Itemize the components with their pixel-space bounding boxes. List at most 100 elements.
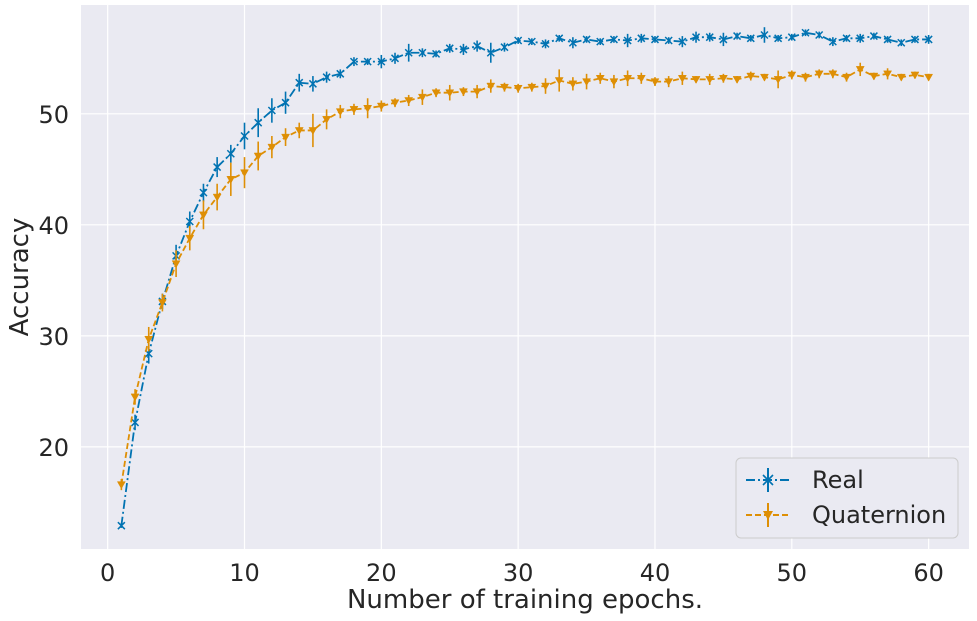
data-point-quaternion [116, 481, 126, 490]
data-point-real [842, 34, 851, 43]
x-tick-label: 50 [777, 559, 808, 587]
data-point-real [473, 42, 482, 51]
data-point-quaternion [335, 108, 345, 117]
x-axis-ticks: 0 10 20 30 40 50 60 [100, 559, 944, 587]
series-real [117, 27, 933, 530]
data-point-real [828, 37, 837, 46]
data-point-quaternion [828, 70, 838, 79]
data-point-real [692, 33, 701, 42]
data-point-quaternion [732, 76, 742, 84]
data-point-real [856, 34, 865, 43]
data-point-real [213, 163, 222, 172]
data-point-real [527, 37, 536, 46]
data-point-real [883, 35, 892, 44]
data-point-quaternion [924, 73, 934, 82]
legend-label-real: Real [812, 466, 864, 494]
data-point-real [185, 217, 194, 226]
data-point-quaternion [458, 88, 468, 97]
x-tick-label: 10 [229, 559, 260, 587]
data-point-quaternion [417, 93, 427, 102]
data-point-real [733, 32, 742, 41]
data-point-quaternion [212, 193, 222, 202]
data-point-quaternion [773, 76, 783, 84]
data-point-quaternion [199, 211, 208, 220]
data-point-real [650, 35, 660, 44]
data-point-real [541, 39, 550, 48]
data-point-real [678, 37, 687, 46]
legend-entry-quaternion: Quaternion [746, 501, 946, 529]
data-point-real [637, 34, 646, 43]
data-point-real [117, 521, 126, 530]
data-point-quaternion [513, 85, 523, 93]
data-point-real [664, 36, 673, 45]
data-point-quaternion [472, 88, 482, 97]
data-point-real [582, 35, 591, 44]
legend: Real Quaternion [735, 457, 959, 539]
data-point-quaternion [910, 71, 920, 80]
series-layer [116, 27, 934, 530]
data-point-real [254, 118, 263, 127]
data-point-quaternion [253, 152, 263, 161]
data-point-quaternion [705, 76, 715, 84]
data-point-quaternion [595, 75, 605, 83]
data-point-real [705, 33, 714, 42]
data-point-quaternion [814, 70, 824, 79]
data-point-quaternion [171, 260, 181, 269]
data-point-real [336, 69, 345, 78]
legend-label-quaternion: Quaternion [812, 501, 946, 529]
grid-lines [81, 5, 969, 549]
y-tick-label: 50 [38, 101, 69, 129]
data-point-real [760, 30, 769, 40]
data-point-real [349, 57, 358, 66]
data-point-quaternion [322, 116, 332, 124]
data-point-real [609, 35, 618, 44]
data-point-quaternion [376, 102, 386, 111]
data-point-quaternion [541, 82, 550, 91]
data-point-quaternion [363, 104, 373, 113]
data-point-real [910, 35, 919, 44]
data-point-real [514, 36, 523, 45]
y-tick-label: 20 [38, 434, 69, 462]
data-point-real [363, 57, 372, 66]
data-point-real [568, 38, 577, 47]
x-axis-label: Number of training epochs. [347, 585, 703, 615]
data-point-real [445, 44, 454, 53]
data-point-quaternion [801, 73, 810, 82]
y-axis-ticks: 20 30 40 50 [38, 101, 69, 462]
data-point-quaternion [240, 169, 249, 178]
x-tick-label: 40 [640, 559, 671, 587]
legend-entry-real: Real [746, 466, 864, 494]
data-point-quaternion [787, 71, 797, 80]
data-point-quaternion [896, 73, 906, 82]
data-point-real [897, 38, 906, 47]
data-point-real [432, 49, 441, 58]
data-point-quaternion [486, 82, 496, 91]
data-point-quaternion [609, 78, 619, 87]
data-point-quaternion [650, 78, 660, 87]
data-point-real [199, 188, 208, 197]
data-point-real [322, 73, 331, 82]
data-point-quaternion [226, 176, 236, 184]
x-tick-label: 20 [366, 559, 397, 587]
data-point-real [459, 45, 468, 54]
data-point-quaternion [869, 72, 879, 81]
data-point-quaternion [664, 78, 674, 87]
data-point-real [390, 54, 400, 63]
data-point-real [240, 131, 249, 141]
data-point-real [308, 79, 317, 88]
data-point-real [267, 106, 276, 115]
data-point-real [924, 35, 933, 44]
series-quaternion [116, 62, 934, 491]
legend-box [735, 457, 959, 539]
data-point-quaternion [636, 75, 646, 83]
data-point-quaternion [500, 83, 509, 92]
data-point-real [774, 34, 783, 43]
data-point-quaternion [582, 78, 592, 87]
data-point-real [281, 98, 290, 107]
data-point-quaternion [554, 77, 564, 85]
data-point-quaternion [746, 72, 756, 81]
data-point-quaternion [185, 234, 195, 243]
data-point-quaternion [855, 66, 865, 74]
data-point-quaternion [404, 97, 414, 105]
data-point-quaternion [842, 73, 851, 82]
